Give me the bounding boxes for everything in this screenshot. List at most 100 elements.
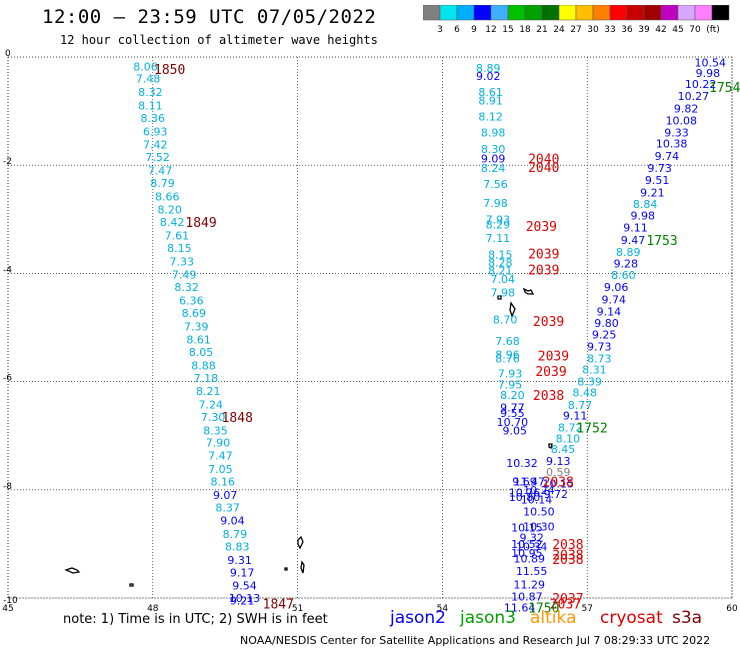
color-scale-label: 6 <box>454 25 460 35</box>
wave-height-label: 9.69 <box>512 476 537 489</box>
wave-height-label: 8.24 <box>481 162 506 175</box>
wave-height-label: 7.93 <box>486 213 511 226</box>
pass-time-labels: 1850184918481847204020402039203920392039… <box>154 63 740 617</box>
pass-time-label: 1750 <box>528 602 559 617</box>
wave-height-label: 7.42 <box>143 139 168 152</box>
credit-line: NOAA/NESDIS Center for Satellite Applica… <box>240 634 711 647</box>
wave-height-label: 10.76 <box>509 487 541 500</box>
wave-height-label: 7.11 <box>486 232 511 245</box>
wave-height-label: 9.13 <box>546 455 571 468</box>
wave-height-label: 7.04 <box>490 273 515 286</box>
pass-time-label: 1752 <box>576 422 607 437</box>
wave-height-label: 9.55 <box>500 407 525 420</box>
wave-height-label: 8.32 <box>138 86 163 99</box>
y-tick-label: -2 <box>3 157 12 167</box>
pass-time-label: 2040 <box>528 161 559 176</box>
wave-height-label: 8.30 <box>481 143 506 156</box>
wave-height-label: 10.54 <box>695 56 727 69</box>
pass-time-label: 2038 <box>533 389 564 404</box>
wave-height-label: 9.32 <box>519 531 544 544</box>
pass-time-label: 2039 <box>538 350 569 365</box>
wave-height-label: 7.98 <box>483 197 508 210</box>
wave-height-label: 9.06 <box>604 281 629 294</box>
wave-height-label: 9.11 <box>563 410 588 423</box>
axis-tick-labels: 45 48 51 54 57 60 0 -2 -4 -6 -8 -10 <box>2 49 738 614</box>
y-tick-label: -4 <box>3 265 12 275</box>
wave-height-label: 9.04 <box>220 515 245 528</box>
wave-height-label: 10.27 <box>678 90 710 103</box>
pass-time-label: 2039 <box>533 315 564 330</box>
wave-height-label: 8.69 <box>182 307 207 320</box>
wave-height-label: 10.15 <box>542 477 574 490</box>
wave-height-label: 9.98 <box>630 210 655 223</box>
wave-height-label: 8.15 <box>167 242 192 255</box>
wave-height-label: 9.82 <box>674 102 699 115</box>
satellite-altika: altika <box>530 608 577 628</box>
wave-height-label: 6.36 <box>179 294 204 307</box>
wave-height-label: 7.47 <box>208 450 233 463</box>
wave-height-label: 9.98 <box>696 67 721 80</box>
wave-height-label: 8.10 <box>556 432 581 445</box>
pass-time-label: 1850 <box>154 63 185 78</box>
wave-height-label: 8.12 <box>478 111 503 124</box>
pass-time-label: 2039 <box>535 365 566 380</box>
color-scale-label: 33 <box>604 25 615 35</box>
coastline-fragments <box>64 287 553 587</box>
color-scale-legend: 3 6 9 12 15 18 21 24 27 30 33 36 39 42 45 70 (ft) <box>423 5 730 35</box>
wave-height-label: 8.28 <box>488 257 513 270</box>
color-scale-unit: (ft) <box>706 25 720 35</box>
color-scale-label: 45 <box>672 25 683 35</box>
wave-height-label: 8.42 <box>160 216 185 229</box>
wave-height-label: 10.38 <box>656 138 688 151</box>
wave-height-label: 9.28 <box>614 258 639 271</box>
color-scale-label: 30 <box>587 25 599 35</box>
wave-height-label: 8.31 <box>582 364 607 377</box>
map-grid <box>7 56 733 599</box>
pass-time-label: 2038 <box>552 549 583 564</box>
wave-height-label: 9.73 <box>587 340 612 353</box>
wave-height-label: 0.59 <box>546 466 571 479</box>
pass-time-label: 2038 <box>543 476 574 491</box>
wave-height-label: 8.11 <box>138 100 163 113</box>
wave-height-label: 8.60 <box>611 269 636 282</box>
wave-height-label: 7.30 <box>201 411 226 424</box>
wave-height-label: 7.33 <box>170 255 195 268</box>
satellite-s3a: s3a <box>672 608 703 628</box>
wave-height-label: 9.11 <box>623 221 648 234</box>
wave-height-label: 10.08 <box>666 114 698 127</box>
wave-height-label: 9.07 <box>213 489 238 502</box>
wave-height-label: 8.79 <box>223 528 248 541</box>
wave-height-label: 8.61 <box>186 333 211 346</box>
wave-height-label: 8.77 <box>568 399 593 412</box>
color-scale-label: 27 <box>570 25 581 35</box>
wave-height-label: 8.36 <box>141 112 166 125</box>
island-shape <box>64 287 553 587</box>
satellite-cryosat: cryosat <box>600 608 663 628</box>
wave-height-label: 9.77 <box>500 402 525 415</box>
wave-height-label: 8.66 <box>155 191 180 204</box>
wave-height-label: 9.25 <box>592 329 617 342</box>
y-tick-label: -6 <box>3 374 12 384</box>
wave-height-label: 9.33 <box>664 127 689 140</box>
color-scale-label: 70 <box>689 25 701 35</box>
note-text: note: 1) Time is in UTC; 2) SWH is in fe… <box>63 612 328 627</box>
pass-time-label: 2039 <box>528 264 559 279</box>
wave-height-label: 8.76 <box>495 352 520 365</box>
wave-height-label: 8.61 <box>478 86 503 99</box>
color-scale-label: 3 <box>437 25 443 35</box>
color-scale-label: 15 <box>502 25 513 35</box>
color-scale-label: 42 <box>655 25 666 35</box>
wave-height-label: 8.21 <box>488 265 513 278</box>
wave-height-label: 9.31 <box>227 554 252 567</box>
wave-height-label: 10.15 <box>511 522 543 535</box>
wave-height-label: 8.32 <box>174 281 199 294</box>
color-scale-label: 18 <box>519 25 531 35</box>
x-tick-label: 48 <box>147 604 159 614</box>
wave-height-label: 7.24 <box>198 398 223 411</box>
wave-height-label: 7.56 <box>483 178 508 191</box>
wave-height-label: 8.39 <box>577 376 602 389</box>
wave-height-label: 9.74 <box>601 293 626 306</box>
pass-time-label: 2037 <box>550 597 581 612</box>
pass-time-label: 2037 <box>552 592 583 607</box>
